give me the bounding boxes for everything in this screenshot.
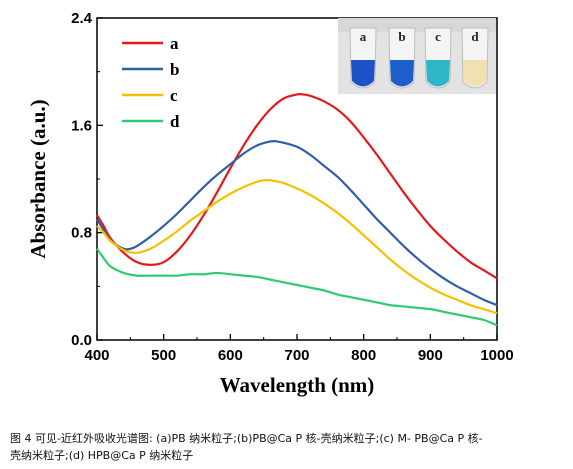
y-axis-label: Absorbance (a.u.) bbox=[26, 99, 50, 258]
legend-label-b: b bbox=[170, 60, 179, 79]
x-tick-label: 900 bbox=[418, 347, 443, 364]
vial-label: d bbox=[471, 29, 479, 44]
x-tick-label: 800 bbox=[351, 347, 376, 364]
x-tick-label: 400 bbox=[84, 347, 109, 364]
vial-label: c bbox=[435, 29, 441, 44]
legend-label-a: a bbox=[170, 34, 179, 53]
axis-ticks: 400 500 600 700 800 900 1000 0.0 0.8 1.6 2.4 bbox=[71, 10, 514, 364]
vial-liquid bbox=[390, 60, 414, 87]
figure-caption: 图 4 可见-近红外吸收光谱图: (a)PB 纳米粒子;(b)PB@Ca P 核… bbox=[10, 430, 566, 464]
legend-label-c: c bbox=[170, 86, 178, 105]
caption-line-2: 壳纳米粒子;(d) HPB@Ca P 纳米粒子 bbox=[10, 449, 194, 462]
vial-label: a bbox=[360, 29, 367, 44]
series-layer bbox=[96, 93, 498, 327]
series-line-b bbox=[96, 139, 498, 307]
vial-liquid bbox=[463, 60, 487, 87]
y-tick-label: 2.4 bbox=[71, 10, 93, 27]
y-tick-label: 0.0 bbox=[71, 332, 92, 349]
series-line-c bbox=[96, 178, 498, 315]
x-tick-label: 1000 bbox=[480, 347, 513, 364]
x-axis-label: Wavelength (nm) bbox=[220, 373, 375, 397]
x-tick-label: 500 bbox=[151, 347, 176, 364]
vial-liquid bbox=[351, 60, 375, 87]
caption-line-1: 图 4 可见-近红外吸收光谱图: (a)PB 纳米粒子;(b)PB@Ca P 核… bbox=[10, 432, 483, 445]
y-tick-label: 1.6 bbox=[71, 117, 92, 134]
inset-photo: a b c d bbox=[338, 18, 496, 94]
y-tick-label: 0.8 bbox=[71, 225, 92, 242]
x-tick-label: 700 bbox=[284, 347, 309, 364]
x-tick-label: 600 bbox=[218, 347, 243, 364]
vial-liquid bbox=[426, 60, 450, 87]
legend-label-d: d bbox=[170, 112, 180, 131]
series-line-a bbox=[96, 93, 498, 280]
series-line-d bbox=[96, 248, 498, 327]
vials: a b c d bbox=[349, 27, 489, 89]
vial-label: b bbox=[398, 29, 405, 44]
